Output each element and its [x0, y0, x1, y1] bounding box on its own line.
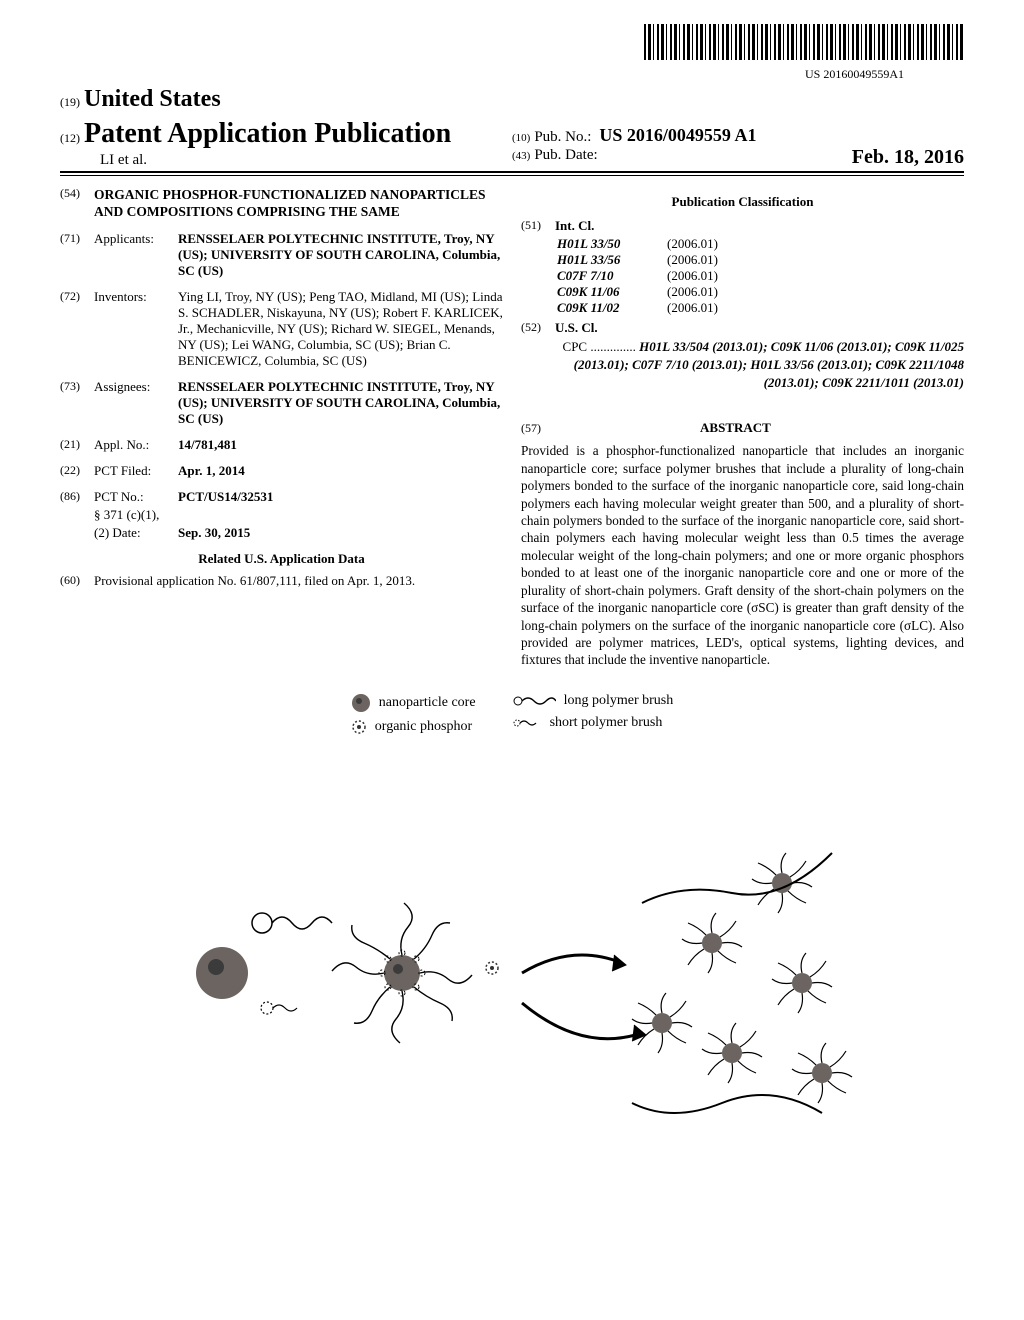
barcode-number: US 20160049559A1 — [60, 67, 904, 82]
related-heading: Related U.S. Application Data — [60, 551, 503, 567]
right-column: Publication Classification (51) Int. Cl.… — [521, 186, 964, 669]
field-86-sub: § 371 (c)(1), — [60, 507, 503, 523]
date-371-value: Sep. 30, 2015 — [178, 525, 503, 541]
publication-date: Feb. 18, 2016 — [852, 146, 964, 169]
abstract-text: Provided is a phosphor-functionalized na… — [521, 442, 964, 668]
figure-legend: nanoparticle core organic phosphor long … — [351, 693, 673, 735]
pctno-value: PCT/US14/32531 — [178, 489, 503, 505]
code-60: (60) — [60, 573, 94, 589]
label-inventors: Inventors: — [94, 289, 178, 369]
applicants-value: RENSSELAER POLYTECHNIC INSTITUTE, Troy, … — [178, 231, 503, 279]
field-86-date: (2) Date: Sep. 30, 2015 — [60, 525, 503, 541]
code-71: (71) — [60, 231, 94, 279]
intcl-list: H01L 33/50(2006.01) H01L 33/56(2006.01) … — [557, 236, 964, 316]
invention-title: ORGANIC PHOSPHOR-FUNCTIONALIZED NANOPART… — [94, 186, 503, 221]
label-pctfiled: PCT Filed: — [94, 463, 178, 479]
label-applicants: Applicants: — [94, 231, 178, 279]
figure-region: nanoparticle core organic phosphor long … — [60, 693, 964, 1148]
code-10: (10) — [512, 132, 530, 144]
abstract-heading: ABSTRACT — [558, 420, 912, 436]
assignees-value: RENSSELAER POLYTECHNIC INSTITUTE, Troy, … — [178, 379, 503, 427]
label-applno: Appl. No.: — [94, 437, 178, 453]
field-72: (72) Inventors: Ying LI, Troy, NY (US); … — [60, 289, 503, 369]
label-uscl: U.S. Cl. — [555, 320, 598, 335]
code-19: (19) — [60, 95, 80, 109]
code-52: (52) — [521, 320, 555, 336]
publication-type: Patent Application Publication — [84, 118, 451, 149]
nanoparticle-diagram — [152, 743, 872, 1143]
label-assignees: Assignees: — [94, 379, 178, 427]
pubdate-label: Pub. Date: — [534, 147, 597, 163]
intcl-row: C09K 11/02(2006.01) — [557, 300, 964, 316]
code-43: (43) — [512, 150, 530, 162]
country-name: United States — [84, 86, 221, 112]
code-54: (54) — [60, 186, 94, 221]
inventors-value: Ying LI, Troy, NY (US); Peng TAO, Midlan… — [178, 289, 503, 369]
code-22: (22) — [60, 463, 94, 479]
biblio-columns: (54) ORGANIC PHOSPHOR-FUNCTIONALIZED NAN… — [60, 186, 964, 669]
intcl-row: H01L 33/56(2006.01) — [557, 252, 964, 268]
label-intcl: Int. Cl. — [555, 218, 594, 233]
patent-page: US 20160049559A1 (19) United States (12)… — [0, 0, 1024, 1188]
field-60: (60) Provisional application No. 61/807,… — [60, 573, 503, 589]
applno-value: 14/781,481 — [178, 437, 503, 453]
field-73: (73) Assignees: RENSSELAER POLYTECHNIC I… — [60, 379, 503, 427]
label-371: § 371 (c)(1), — [94, 507, 178, 523]
field-86: (86) PCT No.: PCT/US14/32531 — [60, 489, 503, 505]
code-72: (72) — [60, 289, 94, 369]
intcl-row: C07F 7/10(2006.01) — [557, 268, 964, 284]
code-73: (73) — [60, 379, 94, 427]
field-71: (71) Applicants: RENSSELAER POLYTECHNIC … — [60, 231, 503, 279]
label-371date: (2) Date: — [94, 525, 178, 541]
intcl-row: H01L 33/50(2006.01) — [557, 236, 964, 252]
left-column: (54) ORGANIC PHOSPHOR-FUNCTIONALIZED NAN… — [60, 186, 503, 669]
legend-long-brush: long polymer brush — [512, 693, 674, 709]
code-12: (12) — [60, 131, 80, 145]
label-pctno: PCT No.: — [94, 489, 178, 505]
field-54: (54) ORGANIC PHOSPHOR-FUNCTIONALIZED NAN… — [60, 186, 503, 221]
code-51: (51) — [521, 218, 555, 234]
classification-heading: Publication Classification — [521, 194, 964, 210]
legend-short-brush: short polymer brush — [512, 715, 674, 731]
code-57: (57) — [521, 421, 555, 436]
intcl-row: C09K 11/06(2006.01) — [557, 284, 964, 300]
pubno-label: Pub. No.: — [534, 129, 591, 145]
provisional-value: Provisional application No. 61/807,111, … — [94, 573, 503, 589]
code-21: (21) — [60, 437, 94, 453]
legend-phosphor: organic phosphor — [351, 719, 476, 735]
code-86: (86) — [60, 489, 94, 505]
header-block: (19) United States (12) Patent Applicati… — [60, 86, 964, 176]
publication-number: US 2016/0049559 A1 — [599, 125, 756, 145]
legend-core: nanoparticle core — [351, 693, 476, 713]
cpc-text: CPC .............. H01L 33/504 (2013.01)… — [557, 338, 964, 393]
field-52: (52) U.S. Cl. — [521, 320, 964, 336]
field-21: (21) Appl. No.: 14/781,481 — [60, 437, 503, 453]
field-51: (51) Int. Cl. — [521, 218, 964, 234]
barcode-region: US 20160049559A1 — [60, 24, 964, 82]
field-22: (22) PCT Filed: Apr. 1, 2014 — [60, 463, 503, 479]
pctfiled-value: Apr. 1, 2014 — [178, 463, 503, 479]
header-authors: LI et al. — [100, 152, 512, 169]
barcode-graphic — [644, 24, 964, 60]
